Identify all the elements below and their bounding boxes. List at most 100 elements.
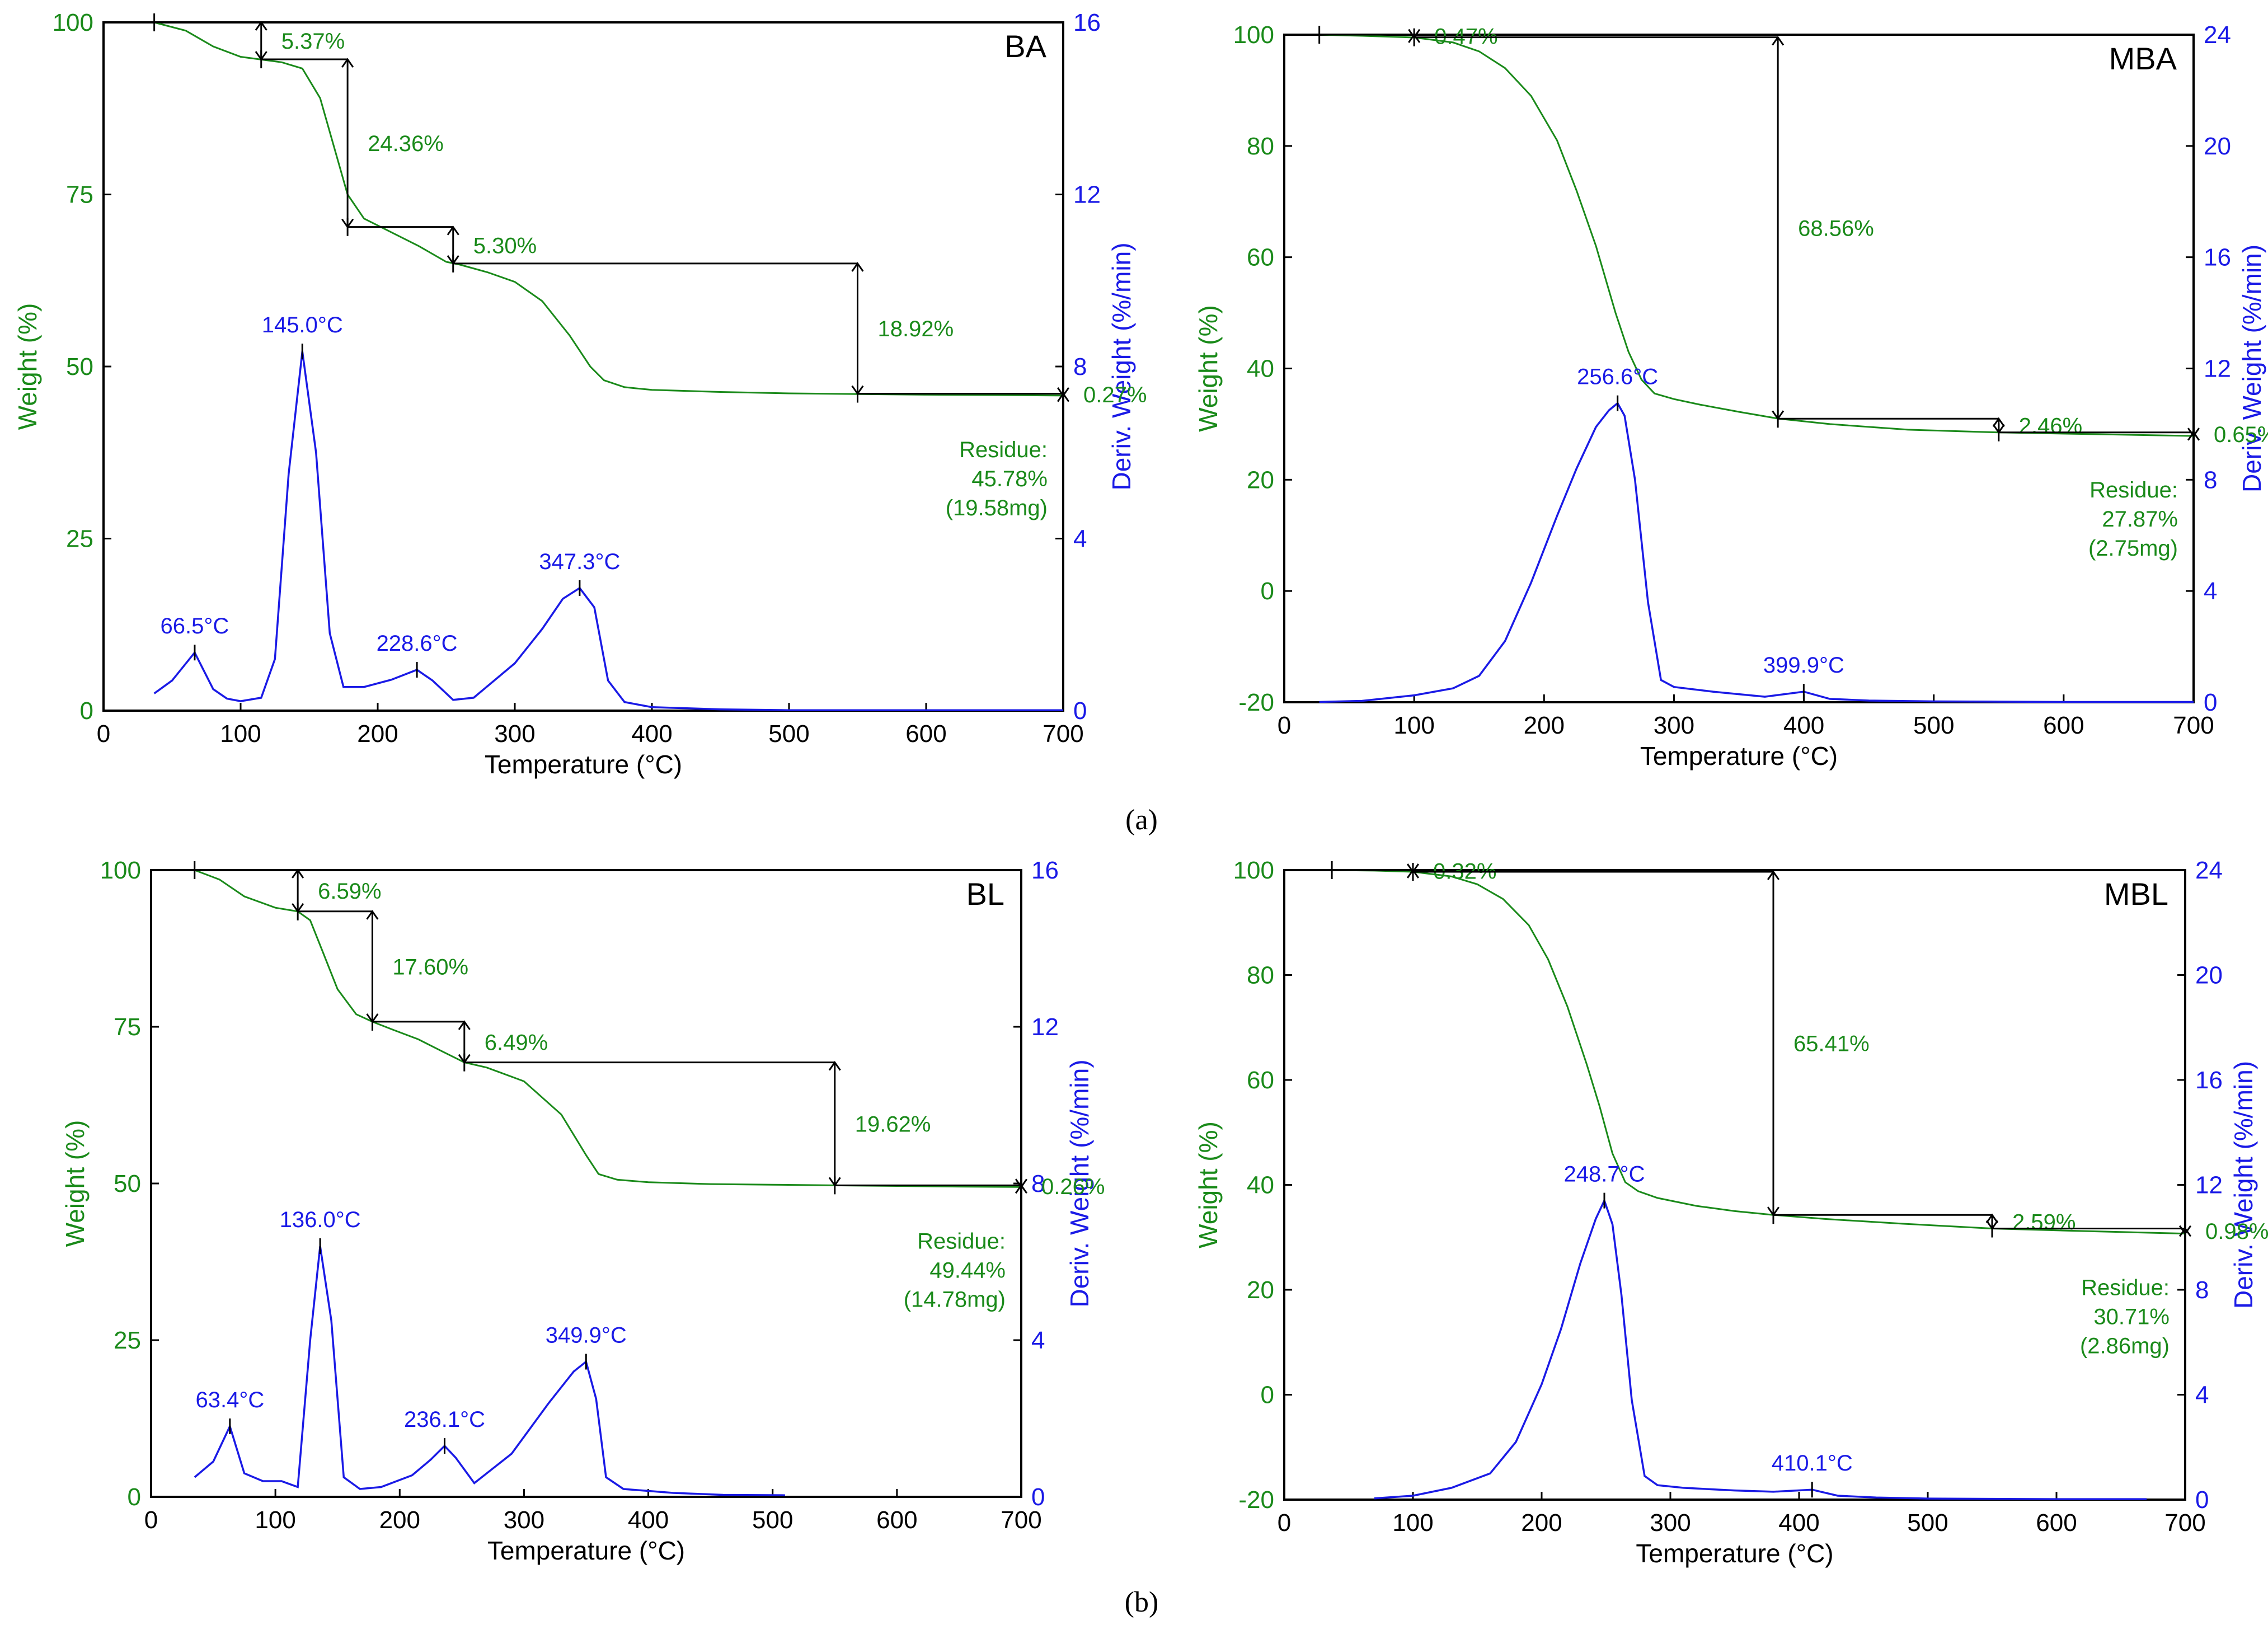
step-arrow-down xyxy=(1015,1178,1028,1189)
step-arrow-up xyxy=(1985,1213,1999,1224)
x-tick-label: 600 xyxy=(2036,1509,2077,1537)
x-tick-label: 500 xyxy=(768,720,809,748)
y2-tick-label: 4 xyxy=(2195,1382,2209,1409)
y2-tick-label: 8 xyxy=(2204,466,2217,494)
step-arrow-up xyxy=(2178,1227,2192,1237)
y-axis-title: Weight (%) xyxy=(60,1120,90,1247)
y-tick-label: 100 xyxy=(53,9,93,36)
chart-panel-mbl: 0 100 200 300 400 500 600 700-20020406080100048… xyxy=(1194,857,2268,1568)
residue-label: 30.71% xyxy=(2093,1305,2170,1330)
y2-axis-title: Deriv. Weight (%/min) xyxy=(2229,1061,2258,1309)
plot-frame xyxy=(1283,869,2186,1501)
x-tick-label: 400 xyxy=(1783,712,1824,739)
weight-series xyxy=(194,869,1022,1188)
step-label: 2.59% xyxy=(2012,1210,2076,1234)
y2-axis-title: Deriv. Weight (%/min) xyxy=(1065,1059,1094,1307)
step-arrow-down xyxy=(2178,1225,2192,1236)
y2-tick-label: 0 xyxy=(1031,1483,1045,1511)
x-axis-title: Temperature (°C) xyxy=(1640,741,1838,771)
peak-label: 63.4°C xyxy=(195,1388,264,1412)
step-arrow-up xyxy=(292,868,304,879)
x-tick-label: 200 xyxy=(1521,1509,1562,1537)
residue-label: (2.75mg) xyxy=(2088,536,2178,561)
peak-label: 136.0°C xyxy=(280,1208,361,1232)
y-tick-label: 100 xyxy=(100,857,141,884)
chart-panel-bl: 0 100 200 300 400 500 600 70002550751000481216T… xyxy=(60,857,1105,1565)
y2-tick-label: 8 xyxy=(1073,353,1087,381)
x-tick-label: 400 xyxy=(628,1506,669,1534)
y2-tick-label: 12 xyxy=(2204,355,2231,383)
caption-b: (b) xyxy=(1125,1586,1159,1618)
step-label: 18.92% xyxy=(878,317,954,341)
step-arrow-up xyxy=(1015,1183,1028,1194)
x-tick-label: 300 xyxy=(1654,712,1694,739)
step-arrow-up xyxy=(1992,417,2005,428)
step-label: 5.30% xyxy=(473,233,537,258)
y-tick-label: 60 xyxy=(1247,1067,1274,1094)
residue-label: 45.78% xyxy=(971,467,1048,491)
deriv-weight-series xyxy=(194,1246,785,1496)
caption-a: (a) xyxy=(1125,804,1158,836)
y2-tick-label: 8 xyxy=(1031,1170,1045,1197)
y-tick-label: 80 xyxy=(1247,133,1274,160)
y2-tick-label: 0 xyxy=(2195,1486,2209,1514)
y2-tick-label: 24 xyxy=(2204,21,2231,49)
x-tick-label: 500 xyxy=(1907,1509,1948,1537)
y-tick-label: 0 xyxy=(128,1483,141,1511)
y-tick-label: 100 xyxy=(1233,21,1274,49)
peak-label: 349.9°C xyxy=(546,1323,627,1348)
y-tick-label: -20 xyxy=(1238,689,1274,716)
residue-label: (19.58mg) xyxy=(946,496,1048,520)
step-arrow-up xyxy=(447,226,459,236)
step-label: 0.65% xyxy=(2214,422,2268,447)
residue-label: (14.78mg) xyxy=(904,1287,1006,1312)
step-arrow-down xyxy=(2187,428,2200,438)
residue-label: Residue: xyxy=(959,438,1048,462)
x-tick-label: 300 xyxy=(504,1506,544,1534)
x-tick-label: 700 xyxy=(2173,712,2214,739)
panel-label: MBA xyxy=(2109,41,2177,76)
y2-tick-label: 0 xyxy=(2204,689,2217,716)
x-tick-label: 100 xyxy=(255,1506,295,1534)
residue-label: (2.86mg) xyxy=(2080,1334,2170,1359)
x-tick-label: 200 xyxy=(357,720,398,748)
x-tick-label: 600 xyxy=(905,720,946,748)
step-arrow-up xyxy=(828,1061,841,1071)
chart-panel-mba: 0 100 200 300 400 500 600 700-20020406080100048… xyxy=(1194,21,2268,771)
residue-label: Residue: xyxy=(917,1229,1006,1253)
y-axis-title: Weight (%) xyxy=(13,303,42,430)
x-tick-label: 0 xyxy=(144,1506,158,1534)
y-axis-title: Weight (%) xyxy=(1194,1121,1223,1248)
x-tick-label: 400 xyxy=(631,720,672,748)
y2-tick-label: 12 xyxy=(1031,1013,1059,1041)
x-tick-label: 100 xyxy=(1393,712,1434,739)
y2-tick-label: 4 xyxy=(1031,1327,1045,1354)
y-tick-label: 75 xyxy=(66,181,93,209)
step-arrow-up xyxy=(1767,870,1780,880)
step-arrow-up xyxy=(255,21,267,31)
step-arrow-down xyxy=(1056,387,1070,397)
y2-axis-title: Deriv. Weight (%/min) xyxy=(1107,242,1136,490)
y-tick-label: 50 xyxy=(114,1170,141,1197)
y2-tick-label: 20 xyxy=(2204,133,2231,160)
plot-frame xyxy=(1283,34,2195,703)
peak-label: 248.7°C xyxy=(1564,1162,1645,1187)
step-label: 19.62% xyxy=(855,1112,931,1136)
residue-label: 49.44% xyxy=(929,1258,1006,1283)
x-tick-label: 0 xyxy=(97,720,110,748)
step-arrow-up xyxy=(458,1020,471,1030)
step-label: 2.46% xyxy=(2019,414,2082,439)
peak-label: 145.0°C xyxy=(262,313,343,337)
step-label: 0.27% xyxy=(1083,383,1147,407)
x-axis-title: Temperature (°C) xyxy=(487,1536,685,1565)
x-tick-label: 600 xyxy=(876,1506,917,1534)
deriv-weight-series xyxy=(1374,1197,2147,1500)
step-label: 0.26% xyxy=(1041,1175,1105,1199)
plot-frame xyxy=(150,869,1022,1498)
y-tick-label: 60 xyxy=(1247,244,1274,271)
y2-tick-label: 16 xyxy=(1031,857,1059,884)
y2-tick-label: 12 xyxy=(1073,181,1101,209)
deriv-weight-series xyxy=(153,351,1063,711)
peak-label: 347.3°C xyxy=(539,549,620,574)
